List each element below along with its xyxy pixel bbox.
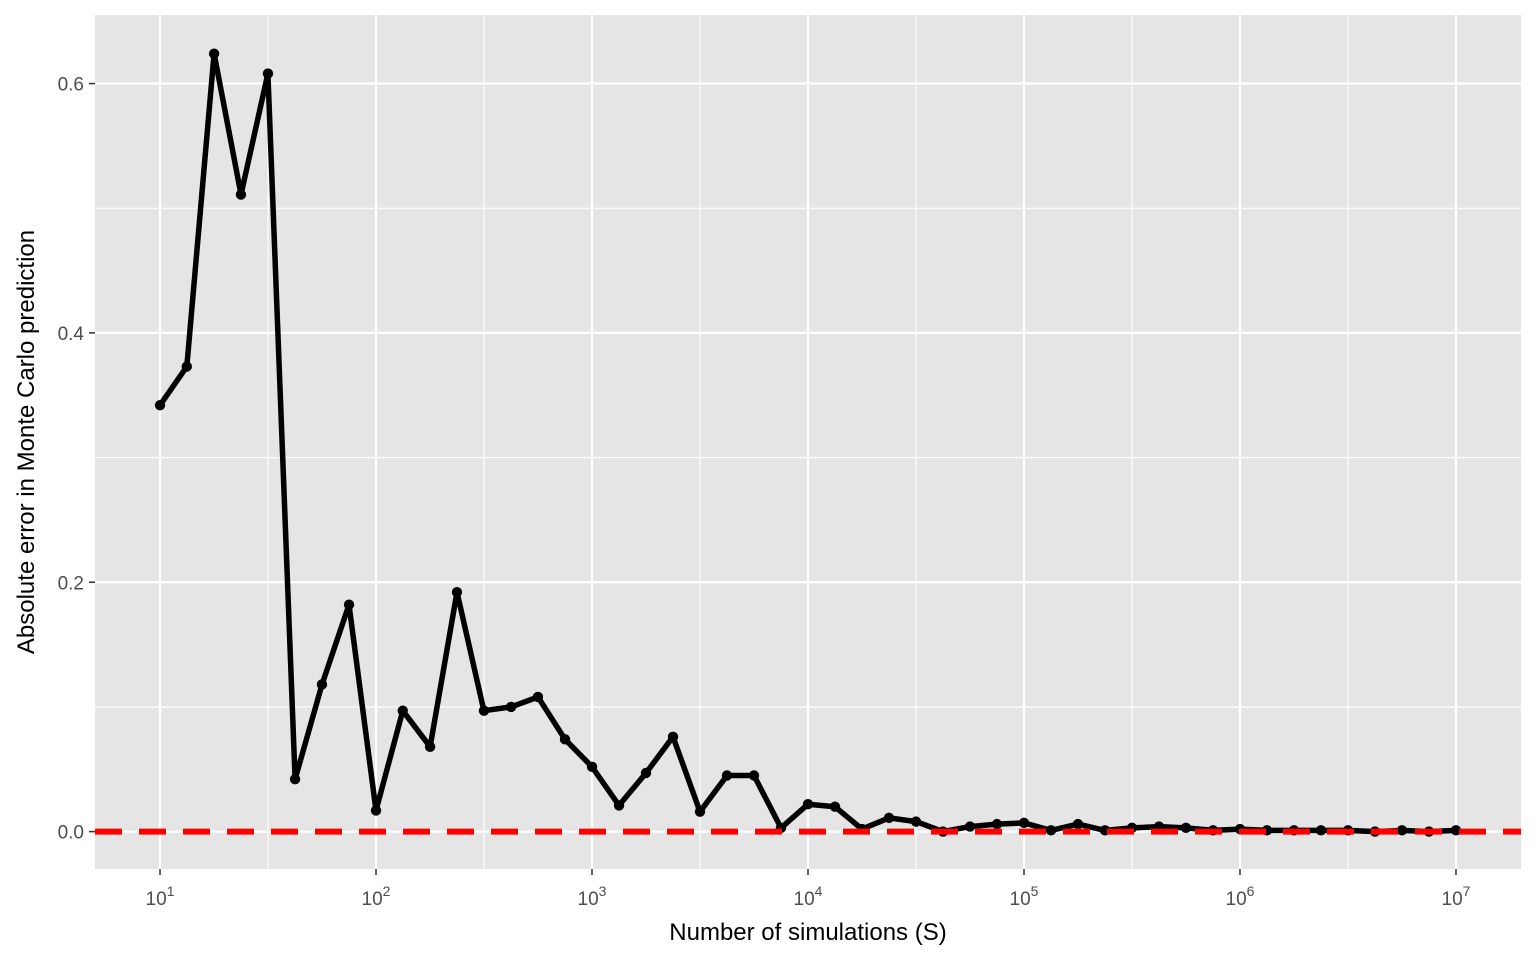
data-point	[289, 774, 301, 785]
x-tick-label-exponent: 2	[383, 883, 391, 899]
data-point	[586, 761, 598, 772]
data-point	[1180, 822, 1192, 834]
x-tick-label-exponent: 3	[599, 883, 607, 899]
data-point	[505, 701, 517, 713]
data-point	[532, 691, 544, 703]
data-point	[883, 812, 895, 824]
x-tick-label-exponent: 7	[1463, 883, 1471, 899]
data-point	[424, 741, 436, 753]
x-tick-label-base: 10	[1010, 889, 1031, 910]
y-axis-title: Absolute error in Monte Carlo prediction	[13, 230, 40, 654]
data-point	[613, 800, 625, 811]
x-tick-label-exponent: 5	[1031, 883, 1039, 899]
x-axis-title: Number of simulations (S)	[669, 919, 946, 946]
data-point	[154, 400, 166, 411]
data-point	[748, 770, 760, 781]
x-tick-label: 106	[1226, 883, 1255, 910]
data-point	[1045, 825, 1057, 836]
x-axis-ticks: 101 102 103 104 105 106 107	[146, 869, 1471, 910]
x-tick-label-base: 10	[362, 889, 383, 910]
data-point	[640, 767, 652, 779]
data-point	[451, 587, 463, 598]
data-point	[910, 816, 922, 827]
y-tick-label: 0.2	[58, 573, 84, 594]
data-point	[991, 818, 1003, 830]
data-point	[397, 705, 408, 716]
data-point	[667, 731, 679, 743]
data-point	[370, 805, 382, 816]
y-tick-label: 0.0	[58, 823, 84, 844]
data-point	[1072, 818, 1084, 830]
data-point	[1450, 825, 1462, 836]
major-gridlines	[95, 15, 1521, 869]
data-point	[802, 798, 814, 810]
data-point	[694, 806, 706, 817]
x-tick-label: 105	[1010, 883, 1039, 910]
data-point	[235, 189, 247, 200]
x-tick-label-base: 10	[146, 889, 167, 910]
x-tick-label-exponent: 6	[1247, 883, 1255, 899]
data-point	[1018, 817, 1030, 829]
x-tick-label: 101	[146, 883, 175, 910]
minor-gridlines	[95, 15, 1521, 869]
x-tick-label-base: 10	[578, 889, 599, 910]
data-point	[1396, 825, 1408, 836]
y-tick-label: 0.4	[58, 324, 85, 345]
data-point	[1315, 825, 1327, 836]
data-point	[721, 770, 733, 781]
data-point	[316, 679, 328, 690]
x-tick-label-exponent: 4	[815, 883, 823, 899]
data-point	[262, 68, 274, 79]
x-tick-label: 102	[362, 883, 391, 910]
data-point	[559, 734, 571, 745]
x-tick-label-exponent: 1	[167, 883, 175, 899]
x-tick-label: 103	[578, 883, 607, 910]
y-tick-label: 0.6	[58, 75, 84, 96]
x-tick-label-base: 10	[794, 889, 815, 910]
data-point	[208, 48, 220, 59]
data-point	[478, 705, 490, 716]
data-point	[829, 801, 841, 812]
x-tick-label-base: 10	[1442, 889, 1463, 910]
x-tick-label: 107	[1442, 883, 1471, 910]
data-point	[181, 361, 192, 372]
x-tick-label-base: 10	[1226, 889, 1247, 910]
y-axis-ticks: 0.0 0.2 0.4 0.6	[58, 75, 95, 844]
data-point	[964, 821, 976, 832]
x-tick-label: 104	[794, 883, 823, 910]
data-point	[343, 599, 355, 610]
